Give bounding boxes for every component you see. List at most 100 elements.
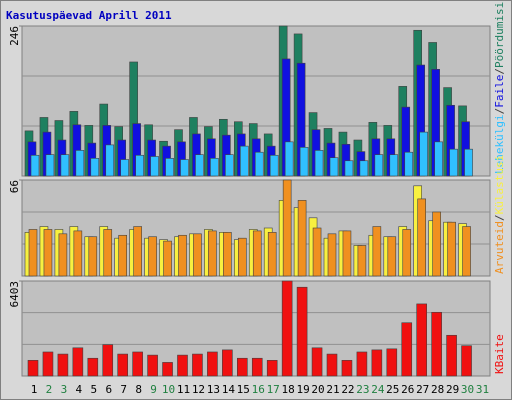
bar — [251, 357, 263, 377]
bar — [225, 154, 234, 177]
x-tick-label: 17 — [267, 383, 280, 396]
legend: KBaite — [493, 334, 506, 374]
bar — [356, 351, 368, 377]
x-tick-label: 16 — [252, 383, 265, 396]
legend-separator: / — [493, 108, 506, 115]
x-tick-label: 25 — [386, 383, 399, 396]
bar — [30, 154, 40, 177]
bar — [446, 334, 457, 377]
bar — [359, 160, 369, 177]
x-tick-label: 21 — [326, 383, 339, 396]
x-tick-label: 14 — [222, 383, 236, 396]
bar — [58, 233, 68, 277]
y-tick-label: 246 — [8, 26, 21, 46]
bar — [27, 360, 39, 377]
x-tick-label: 1 — [31, 383, 38, 396]
x-tick-label: 11 — [177, 383, 190, 396]
bar — [267, 232, 277, 277]
x-tick-label: 8 — [135, 383, 142, 396]
x-tick-label: 28 — [431, 383, 444, 396]
bar — [431, 311, 442, 377]
bar — [193, 233, 202, 277]
x-tick-label: 30 — [461, 383, 474, 396]
x-tick-label: 18 — [282, 383, 295, 396]
bar — [180, 159, 189, 177]
legend-entry: Faile — [493, 75, 506, 108]
bar — [252, 230, 262, 277]
bar — [133, 226, 142, 277]
bar — [177, 354, 188, 377]
legend-entry: Lehekülgi — [493, 114, 506, 174]
x-tick-label: 10 — [162, 383, 175, 396]
x-tick-label: 4 — [76, 383, 83, 396]
bar — [342, 230, 352, 277]
bar — [344, 160, 354, 177]
bar — [163, 240, 172, 277]
bar — [207, 351, 218, 377]
bar — [42, 351, 54, 377]
x-tick-label: 2 — [46, 383, 53, 396]
bar — [192, 353, 203, 377]
bar — [341, 360, 353, 377]
x-tick-label: 7 — [120, 383, 127, 396]
bar — [327, 233, 337, 277]
bar — [118, 234, 127, 277]
bar — [419, 131, 429, 177]
bar — [311, 347, 323, 377]
x-tick-label: 9 — [150, 383, 157, 396]
legend-separator: / — [493, 214, 506, 221]
bar — [326, 353, 338, 377]
x-tick-label: 20 — [311, 383, 324, 396]
bar — [282, 179, 292, 277]
bar — [120, 159, 129, 177]
bar — [314, 150, 324, 177]
bar — [87, 357, 99, 377]
bar — [208, 230, 217, 277]
bar — [75, 150, 85, 177]
x-tick-label: 26 — [401, 383, 414, 396]
bar — [117, 353, 128, 377]
legend-entry: Arvuteid — [493, 221, 506, 274]
bar — [269, 154, 279, 177]
legend: Arvuteid/Külastusi — [493, 155, 506, 274]
bar — [389, 154, 399, 177]
bar — [90, 158, 100, 177]
bar — [195, 154, 204, 177]
bar — [165, 158, 174, 177]
x-tick-label: 31 — [476, 383, 489, 396]
bar — [178, 234, 187, 277]
bar — [357, 245, 367, 277]
bar — [434, 141, 443, 177]
bar — [404, 151, 414, 177]
bar — [102, 344, 114, 377]
bar — [402, 229, 412, 277]
x-tick-label: 19 — [296, 383, 309, 396]
bar — [284, 141, 294, 177]
bar — [386, 348, 398, 377]
y-tick-label: 66 — [8, 180, 21, 193]
bar — [132, 351, 143, 377]
x-tick-label: 24 — [371, 383, 385, 396]
x-tick-label: 6 — [105, 383, 112, 396]
bar — [60, 154, 70, 177]
bar — [237, 357, 248, 377]
bar — [103, 229, 113, 277]
chart-title: Kasutuspäevad Aprill 2011 — [6, 9, 172, 22]
bar — [297, 200, 307, 277]
x-tick-label: 23 — [356, 383, 369, 396]
legend-entry: KBaite — [493, 334, 506, 374]
bar — [387, 236, 397, 277]
bar — [210, 158, 219, 177]
bar — [147, 354, 158, 377]
bar — [223, 232, 232, 277]
bar — [312, 227, 322, 277]
bar — [401, 322, 413, 377]
bar — [296, 286, 308, 377]
x-tick-label: 27 — [416, 383, 429, 396]
x-tick-label: 15 — [237, 383, 250, 396]
bar — [371, 349, 383, 377]
bar — [254, 151, 264, 177]
bar — [162, 362, 173, 377]
bar — [449, 148, 458, 177]
